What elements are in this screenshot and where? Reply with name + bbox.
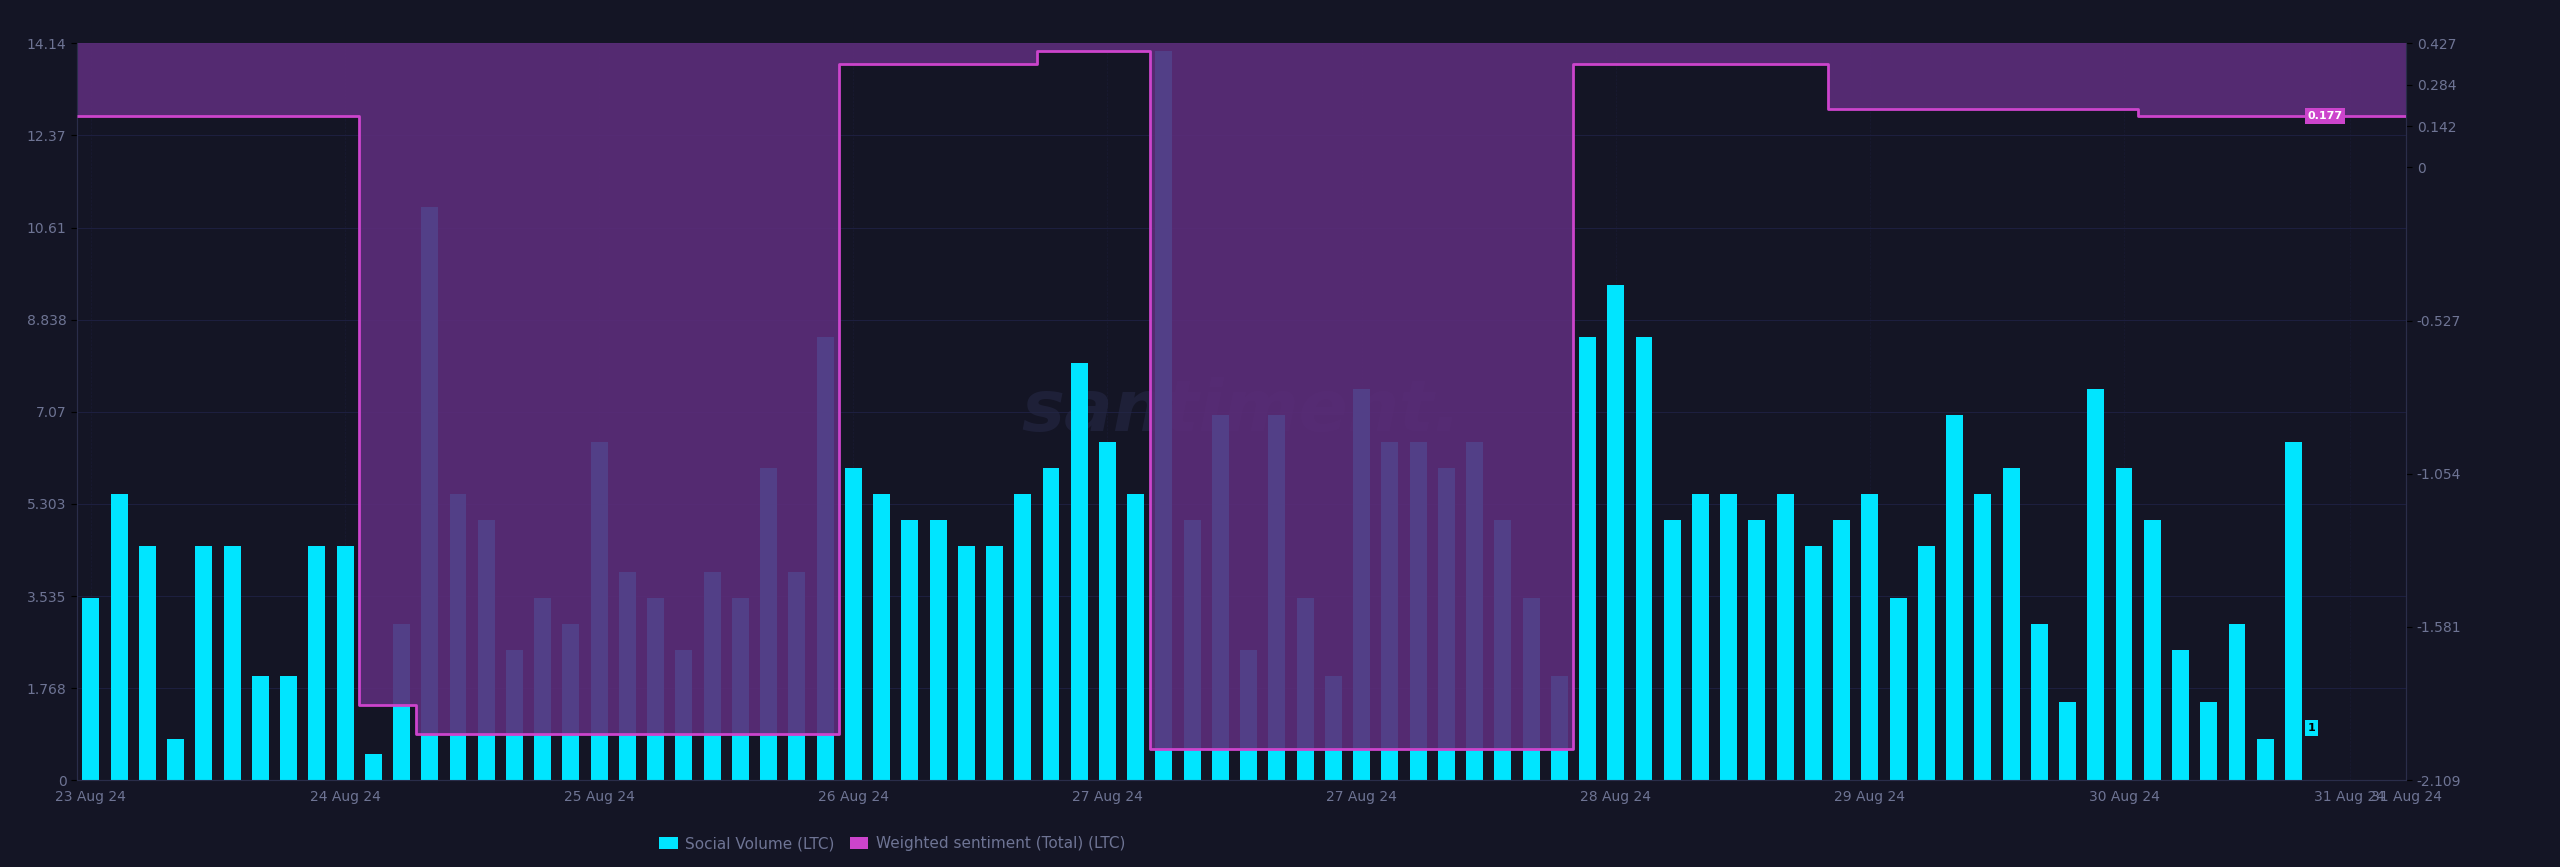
Bar (82, 598, 100, 780)
Bar (394, 624, 410, 780)
Bar (563, 624, 579, 780)
Bar (620, 572, 635, 780)
Bar (1608, 285, 1623, 780)
Bar (1267, 415, 1285, 780)
Bar (1298, 598, 1313, 780)
Bar (2286, 441, 2301, 780)
Bar (2030, 624, 2048, 780)
Bar (704, 572, 719, 780)
Bar (817, 337, 835, 780)
Bar (1326, 676, 1341, 780)
Bar (1777, 493, 1795, 780)
Bar (1070, 363, 1088, 780)
Bar (479, 519, 494, 780)
Legend: Social Volume (LTC), Weighted sentiment (Total) (LTC): Social Volume (LTC), Weighted sentiment … (653, 831, 1132, 857)
Bar (1439, 467, 1454, 780)
Bar (648, 598, 663, 780)
Bar (223, 545, 241, 780)
Bar (307, 545, 325, 780)
Text: 1: 1 (2307, 723, 2314, 733)
Bar (1664, 519, 1682, 780)
Bar (1720, 493, 1738, 780)
Bar (1748, 519, 1766, 780)
Bar (2230, 624, 2245, 780)
Bar (760, 467, 778, 780)
Bar (591, 441, 607, 780)
Bar (535, 598, 550, 780)
Bar (1523, 598, 1539, 780)
Bar (1833, 519, 1851, 780)
Bar (1495, 519, 1510, 780)
Bar (1974, 493, 1992, 780)
Bar (251, 676, 269, 780)
Bar (1467, 441, 1482, 780)
Bar (1155, 50, 1172, 780)
Bar (1183, 519, 1201, 780)
Bar (138, 545, 156, 780)
Bar (2258, 739, 2273, 780)
Bar (873, 493, 891, 780)
Bar (1411, 441, 1426, 780)
Bar (2115, 467, 2132, 780)
Bar (2199, 702, 2217, 780)
Bar (1239, 650, 1257, 780)
Bar (845, 467, 863, 780)
Bar (451, 493, 466, 780)
Bar (166, 739, 184, 780)
Bar (366, 754, 381, 780)
Bar (1889, 598, 1907, 780)
Bar (788, 572, 806, 780)
Bar (422, 207, 438, 780)
Bar (335, 545, 353, 780)
Bar (1354, 389, 1370, 780)
Bar (1098, 441, 1116, 780)
Bar (1805, 545, 1823, 780)
Bar (1861, 493, 1879, 780)
Bar (279, 676, 297, 780)
Bar (957, 545, 975, 780)
Bar (1692, 493, 1710, 780)
Bar (1382, 441, 1398, 780)
Bar (2002, 467, 2020, 780)
Bar (1211, 415, 1229, 780)
Bar (110, 493, 128, 780)
Bar (929, 519, 947, 780)
Bar (1917, 545, 1935, 780)
Bar (901, 519, 919, 780)
Bar (507, 650, 522, 780)
Bar (2171, 650, 2189, 780)
Bar (1014, 493, 1032, 780)
Bar (1636, 337, 1651, 780)
Text: santiment.: santiment. (1021, 377, 1462, 447)
Bar (676, 650, 691, 780)
Bar (1946, 415, 1964, 780)
Bar (732, 598, 750, 780)
Bar (1551, 676, 1567, 780)
Bar (2058, 702, 2076, 780)
Bar (1126, 493, 1144, 780)
Bar (1042, 467, 1060, 780)
Bar (2086, 389, 2104, 780)
Text: 0.177: 0.177 (2307, 111, 2342, 121)
Bar (2143, 519, 2161, 780)
Bar (986, 545, 1004, 780)
Bar (1580, 337, 1595, 780)
Bar (195, 545, 212, 780)
